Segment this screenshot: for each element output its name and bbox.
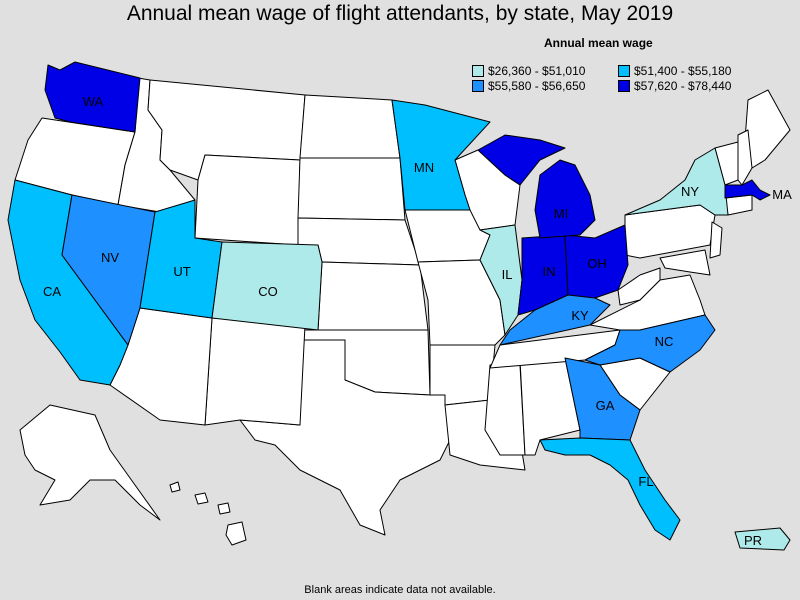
map-legend: Annual mean wage $26,360 - $51,010 $51,4… — [468, 36, 731, 93]
label-IN: IN — [543, 264, 556, 279]
label-FL: FL — [638, 474, 653, 489]
state-KS[interactable] — [317, 261, 429, 331]
legend-title: Annual mean wage — [544, 36, 653, 50]
legend-label-3: $55,580 - $56,650 — [488, 79, 586, 93]
state-PR[interactable] — [734, 527, 791, 551]
state-MD[interactable] — [659, 249, 711, 276]
label-NY: NY — [681, 184, 699, 199]
label-GA: GA — [596, 398, 615, 413]
state-NY[interactable] — [624, 147, 729, 216]
state-NM[interactable] — [204, 317, 306, 426]
state-AK[interactable] — [19, 404, 161, 521]
label-CA: CA — [43, 284, 61, 299]
label-UT: UT — [173, 264, 190, 279]
label-CO: CO — [258, 284, 278, 299]
state-WA[interactable] — [44, 61, 141, 133]
legend-item-3: $55,580 - $56,650 — [472, 79, 585, 93]
label-IL: IL — [502, 267, 513, 282]
state-HI[interactable] — [169, 481, 247, 546]
label-OH: OH — [587, 256, 607, 271]
state-GA[interactable] — [564, 357, 641, 441]
state-WY[interactable] — [194, 154, 301, 246]
state-NJ[interactable] — [709, 221, 723, 259]
legend-label-1: $26,360 - $51,010 — [488, 64, 586, 78]
state-MN[interactable] — [391, 99, 491, 211]
legend-item-4: $57,620 - $78,440 — [618, 79, 731, 93]
label-MN: MN — [414, 160, 434, 175]
legend-swatch-3 — [472, 80, 484, 92]
state-ME[interactable] — [744, 89, 791, 169]
label-PR: PR — [744, 533, 762, 548]
state-IL[interactable] — [479, 224, 523, 336]
state-SD[interactable] — [297, 157, 406, 221]
state-ND[interactable] — [299, 94, 401, 159]
legend-swatch-2 — [618, 65, 630, 77]
state-WV[interactable] — [617, 267, 661, 306]
state-KY[interactable] — [499, 294, 611, 346]
legend-label-4: $57,620 - $78,440 — [634, 79, 732, 93]
state-NV[interactable] — [61, 194, 156, 346]
label-MA: MA — [772, 187, 792, 202]
state-NC[interactable] — [584, 314, 716, 373]
state-FL[interactable] — [539, 437, 681, 541]
label-WA: WA — [83, 94, 104, 109]
legend-item-2: $51,400 - $55,180 — [618, 64, 731, 78]
state-MA[interactable] — [724, 179, 771, 201]
label-KY: KY — [571, 308, 589, 323]
footnote: Blank areas indicate data not available. — [304, 584, 496, 596]
map-title: Annual mean wage of flight attendants, b… — [126, 2, 674, 25]
legend-item-1: $26,360 - $51,010 — [472, 64, 585, 78]
state-CO[interactable] — [211, 241, 323, 331]
state-MI[interactable] — [477, 134, 596, 239]
label-NV: NV — [101, 250, 119, 265]
label-NC: NC — [655, 334, 674, 349]
label-MI: MI — [554, 206, 568, 221]
state-TX[interactable] — [239, 339, 451, 536]
legend-swatch-4 — [618, 80, 630, 92]
legend-label-2: $51,400 - $55,180 — [634, 64, 732, 78]
legend-swatch-1 — [472, 65, 484, 77]
